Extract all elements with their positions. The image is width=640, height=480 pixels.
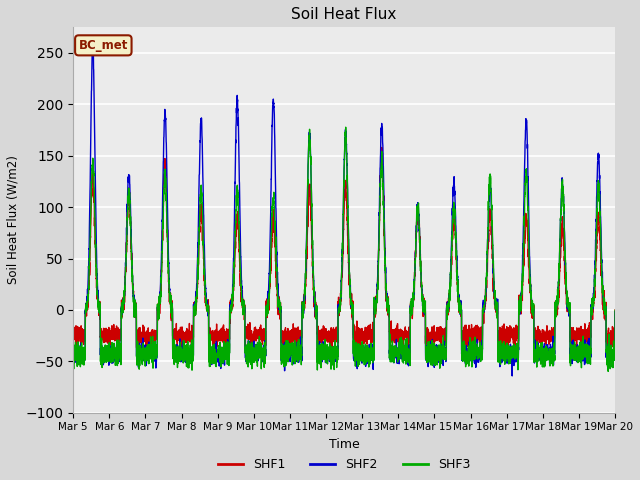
SHF1 (466, 329, 474, 335)
SHF1 (324, 339, 332, 345)
SHF1 (378, 144, 385, 150)
SHF2 (167, 298, 175, 303)
SHF3 (611, 308, 619, 313)
SHF2 (466, 348, 474, 354)
SHF2 (497, 349, 504, 355)
SHF1 (167, 293, 175, 299)
SHF3 (436, 350, 444, 356)
Legend: SHF1, SHF2, SHF3: SHF1, SHF2, SHF3 (213, 453, 476, 476)
Text: BC_met: BC_met (79, 39, 128, 52)
SHF2 (508, 373, 516, 379)
SHF1 (611, 307, 619, 313)
SHF2 (89, 45, 97, 50)
SHF2 (611, 348, 618, 354)
Y-axis label: Soil Heat Flux (W/m2): Soil Heat Flux (W/m2) (7, 156, 20, 285)
Title: Soil Heat Flux: Soil Heat Flux (291, 7, 397, 22)
SHF2 (436, 347, 444, 353)
SHF1 (497, 328, 504, 334)
SHF1 (188, 348, 195, 354)
SHF3 (324, 350, 332, 356)
Line: SHF3: SHF3 (73, 127, 615, 372)
SHF3 (342, 124, 349, 130)
X-axis label: Time: Time (329, 438, 360, 451)
SHF3 (466, 353, 474, 359)
SHF1 (436, 334, 444, 339)
SHF2 (611, 309, 619, 314)
SHF3 (604, 369, 612, 374)
SHF3 (69, 353, 77, 359)
SHF1 (69, 323, 77, 328)
SHF3 (611, 352, 618, 358)
SHF3 (167, 304, 175, 310)
Line: SHF2: SHF2 (73, 48, 615, 376)
Line: SHF1: SHF1 (73, 147, 615, 351)
SHF1 (611, 330, 618, 336)
SHF3 (497, 346, 504, 352)
SHF2 (324, 348, 332, 354)
SHF2 (69, 355, 77, 360)
